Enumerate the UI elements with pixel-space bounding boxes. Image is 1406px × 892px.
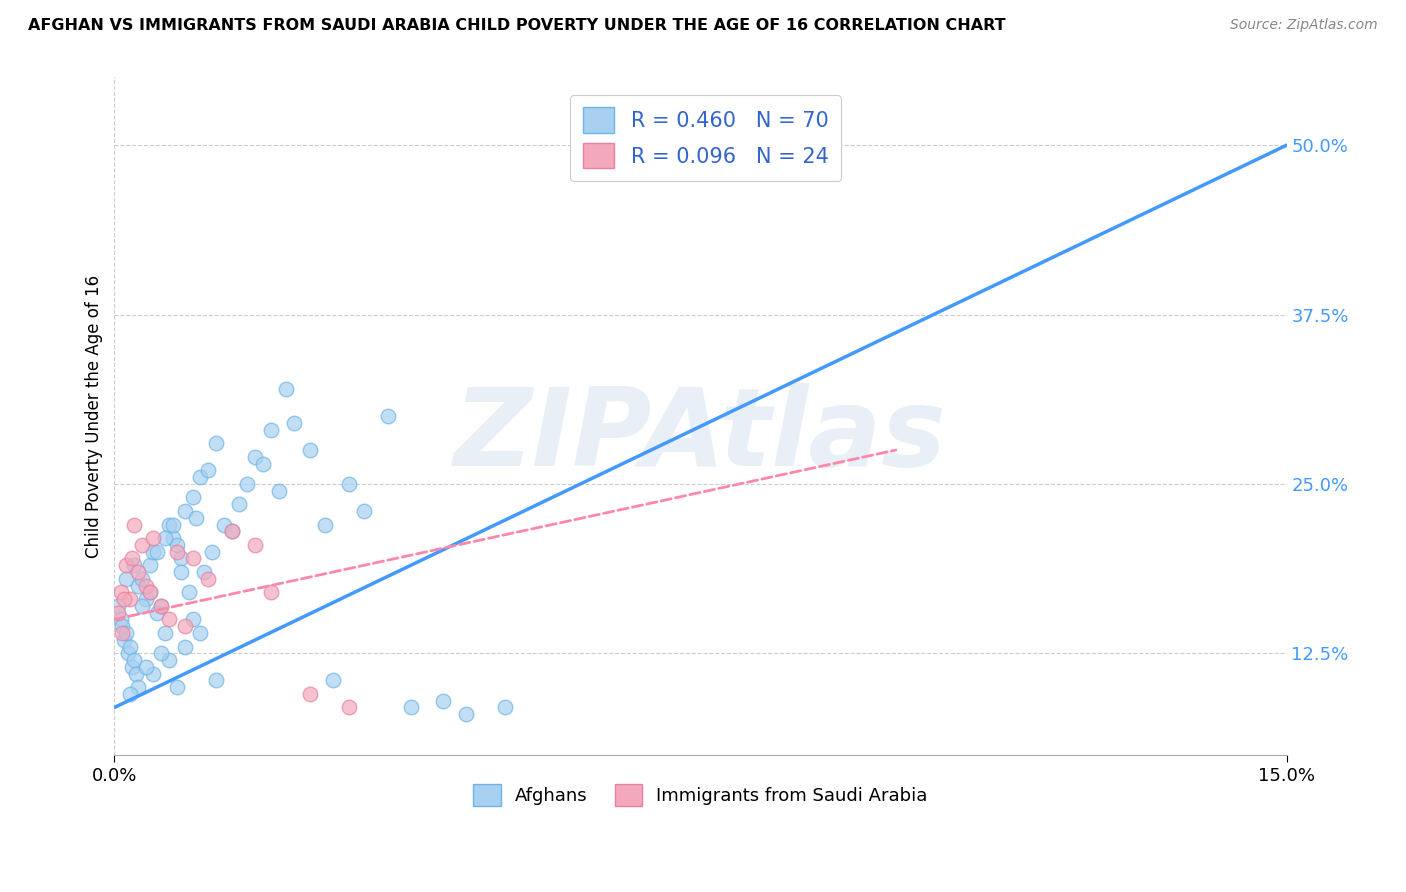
Text: Source: ZipAtlas.com: Source: ZipAtlas.com [1230,18,1378,32]
Point [260,423,283,437]
Point [107,606,129,620]
Point [283,416,305,430]
Point [193,565,215,579]
Point [122,558,145,573]
Point [170,565,193,579]
Point [205,673,228,688]
Point [162,517,184,532]
Point [157,517,180,532]
Point [432,694,454,708]
Point [115,558,138,573]
Point [267,483,290,498]
Point [157,653,180,667]
Point [122,517,145,532]
Point [236,477,259,491]
Point [118,687,141,701]
Point [173,504,195,518]
Point [314,517,336,532]
Point [125,666,148,681]
Point [260,585,283,599]
Point [110,612,132,626]
Point [252,457,274,471]
Point [170,551,193,566]
Point [454,707,477,722]
Point [322,673,344,688]
Point [221,524,243,539]
Point [118,640,141,654]
Point [142,531,165,545]
Point [298,687,321,701]
Point [150,599,173,613]
Point [111,626,134,640]
Point [111,619,134,633]
Point [142,544,165,558]
Point [190,470,212,484]
Point [115,626,138,640]
Point [135,592,157,607]
Point [138,585,160,599]
Point [150,646,173,660]
Point [337,477,360,491]
Point [173,619,195,633]
Point [138,558,160,573]
Point [127,680,149,694]
Point [166,544,188,558]
Point [177,585,200,599]
Point [110,585,132,599]
Point [186,510,208,524]
Point [243,450,266,464]
Point [115,572,138,586]
Point [162,531,184,545]
Point [377,409,399,424]
Point [155,626,177,640]
Point [353,504,375,518]
Point [131,599,153,613]
Y-axis label: Child Poverty Under the Age of 16: Child Poverty Under the Age of 16 [86,275,103,558]
Point [107,599,129,613]
Point [121,660,143,674]
Point [150,599,173,613]
Point [146,544,169,558]
Point [228,497,250,511]
Point [190,626,212,640]
Point [212,517,235,532]
Point [197,572,219,586]
Text: ZIPAtlas: ZIPAtlas [454,384,946,490]
Point [181,491,204,505]
Point [166,680,188,694]
Point [135,578,157,592]
Point [131,572,153,586]
Point [157,612,180,626]
Point [494,700,516,714]
Point [127,578,149,592]
Legend: Afghans, Immigrants from Saudi Arabia: Afghans, Immigrants from Saudi Arabia [467,777,935,814]
Point [112,592,135,607]
Point [298,443,321,458]
Point [121,551,143,566]
Point [181,612,204,626]
Point [131,538,153,552]
Point [142,666,165,681]
Point [127,565,149,579]
Point [155,531,177,545]
Point [201,544,224,558]
Point [243,538,266,552]
Point [181,551,204,566]
Point [138,585,160,599]
Point [135,660,157,674]
Point [117,646,139,660]
Point [221,524,243,539]
Point [205,436,228,450]
Text: AFGHAN VS IMMIGRANTS FROM SAUDI ARABIA CHILD POVERTY UNDER THE AGE OF 16 CORRELA: AFGHAN VS IMMIGRANTS FROM SAUDI ARABIA C… [28,18,1005,33]
Point [401,700,423,714]
Point [112,632,135,647]
Point [337,700,360,714]
Point [118,592,141,607]
Point [276,382,298,396]
Point [197,463,219,477]
Point [173,640,195,654]
Point [166,538,188,552]
Point [122,653,145,667]
Point [146,606,169,620]
